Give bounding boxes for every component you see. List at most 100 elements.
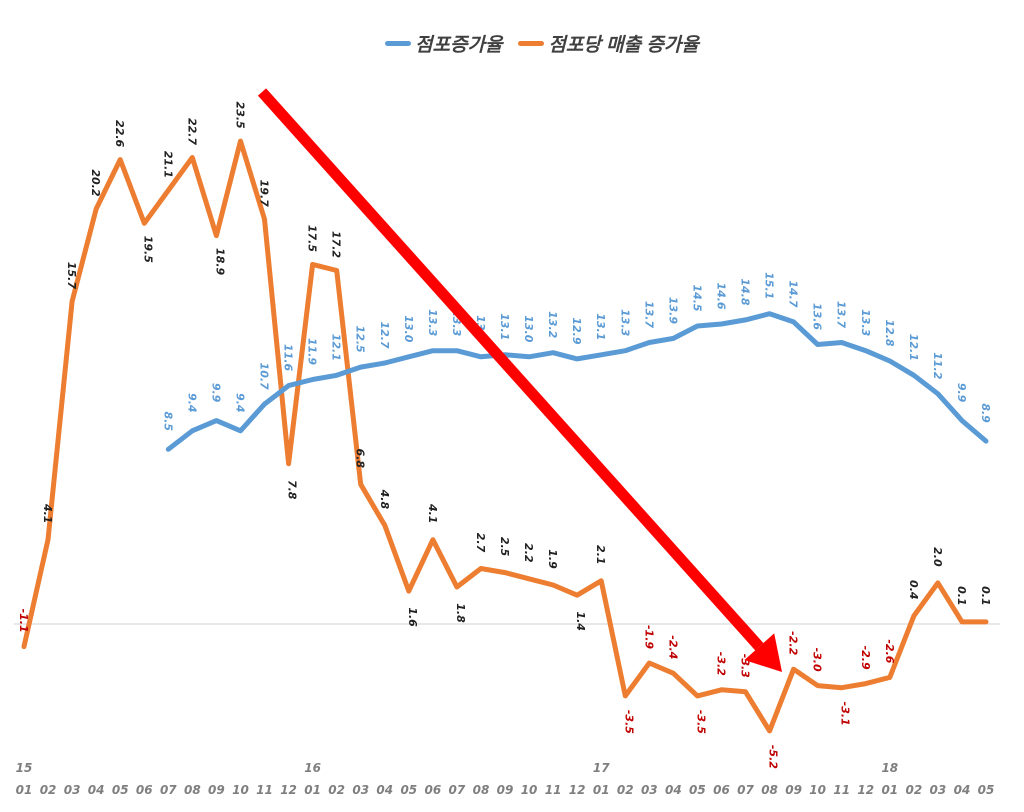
x-axis-month-label: 09 [497, 783, 514, 797]
sales-growth-data-label: 20.2 [89, 169, 102, 196]
x-axis-month-label: 12 [857, 783, 874, 797]
store-growth-data-label: 11.6 [282, 344, 295, 371]
sales-growth-data-label: 19.7 [258, 180, 271, 207]
chart-legend: 점포증가율 점포당 매출 증가율 [385, 30, 699, 57]
store-growth-data-label: 8.9 [979, 403, 992, 423]
store-growth-data-label: 9.9 [955, 383, 968, 403]
store-growth-data-label: 8.5 [161, 412, 174, 432]
sales-growth-data-label: 2.0 [931, 547, 944, 567]
x-axis-month-label: 02 [905, 783, 922, 797]
sales-growth-data-label: 23.5 [234, 102, 247, 129]
x-axis-month-label: 01 [881, 783, 898, 797]
sales-growth-data-label: 18.9 [213, 248, 226, 275]
x-axis-month-label: 09 [785, 783, 802, 797]
trend-arrow-shaft [257, 88, 764, 651]
legend-item-sales-growth: 점포당 매출 증가율 [518, 30, 699, 57]
sales-growth-data-label: 2.2 [522, 543, 535, 563]
x-axis-year-label: 16 [304, 761, 321, 775]
x-axis-month-label: 07 [737, 783, 754, 797]
x-axis-year-label: 17 [593, 761, 610, 775]
store-growth-data-label: 13.6 [811, 303, 824, 330]
x-axis-month-label: 04 [954, 783, 971, 797]
x-axis-month-label: 07 [449, 783, 466, 797]
sales-growth-data-label: -2.6 [883, 639, 896, 663]
sales-growth-data-label: 2.7 [474, 533, 487, 553]
sales-growth-data-label: -5.2 [767, 745, 780, 769]
sales-growth-data-label: 2.1 [594, 545, 607, 565]
sales-growth-line [21, 138, 989, 734]
x-axis-year-label: 18 [881, 761, 898, 775]
sales-growth-data-label: 2.5 [498, 537, 511, 557]
store-growth-data-label: 12.9 [570, 317, 583, 344]
store-growth-data-label: 14.8 [739, 278, 752, 305]
x-axis-month-label: 06 [136, 783, 153, 797]
sales-growth-data-label: 4.1 [41, 503, 54, 524]
x-axis-month-label: 04 [665, 783, 682, 797]
store-growth-data-label: 11.9 [306, 338, 319, 365]
sales-growth-data-label: -3.5 [694, 710, 707, 734]
x-axis-month-label: 08 [473, 783, 490, 797]
store-growth-data-label: 12.5 [354, 326, 367, 353]
store-growth-data-label: 13.3 [618, 309, 631, 336]
x-axis-month-label: 08 [761, 783, 778, 797]
x-axis-month-label: 03 [64, 783, 81, 797]
sales-growth-data-label: -1.9 [642, 625, 655, 649]
sales-growth-data-label: 0.1 [979, 586, 992, 606]
sales-growth-data-label: 21.1 [161, 151, 174, 178]
x-axis-month-label: 05 [689, 783, 706, 797]
sales-growth-data-label: 22.6 [113, 120, 126, 147]
store-growth-data-label: 12.8 [883, 319, 896, 346]
x-axis-month-label: 02 [328, 783, 345, 797]
store-growth-data-label: 10.7 [258, 363, 271, 390]
sales-growth-data-label: 1.4 [574, 611, 587, 631]
sales-growth-data-label: 15.7 [65, 262, 78, 289]
store-growth-data-label: 15.1 [763, 272, 776, 299]
store-growth-data-label: 12.1 [907, 334, 920, 361]
x-axis-month-label: 11 [256, 783, 273, 797]
store-growth-data-label: 14.6 [715, 282, 728, 309]
x-axis-month-label: 03 [352, 783, 369, 797]
legend-swatch-orange-icon [518, 41, 545, 46]
sales-growth-data-label: 7.8 [286, 480, 299, 500]
store-growth-data-label: 9.9 [209, 383, 222, 403]
store-growth-data-label: 13.7 [642, 301, 655, 328]
x-axis-month-label: 03 [641, 783, 658, 797]
sales-growth-data-label: 1.9 [546, 549, 559, 569]
x-axis-month-label: 05 [112, 783, 129, 797]
x-axis-month-label: 05 [978, 783, 995, 797]
x-axis-month-label: 10 [232, 783, 249, 797]
store-growth-data-label: 13.0 [402, 315, 415, 342]
x-axis-month-label: 04 [88, 783, 105, 797]
x-axis-month-label: 04 [376, 783, 393, 797]
x-axis-month-label: 11 [833, 783, 850, 797]
x-axis-month-label: 03 [930, 783, 947, 797]
sales-growth-data-label: 1.6 [406, 607, 419, 627]
sales-growth-data-label: -2.9 [859, 646, 872, 670]
sales-growth-data-label: -2.4 [666, 635, 679, 659]
legend-label: 점포당 매출 증가율 [548, 35, 699, 56]
legend-label: 점포증가율 [415, 35, 503, 56]
sales-growth-data-label: 17.2 [330, 231, 343, 258]
store-growth-data-label: 13.3 [426, 309, 439, 336]
x-axis-month-label: 10 [809, 783, 826, 797]
store-growth-data-label: 14.5 [690, 284, 703, 311]
x-axis-month-label: 09 [208, 783, 225, 797]
legend-swatch-blue-icon [385, 41, 411, 46]
store-growth-data-label: 13.1 [498, 313, 511, 340]
x-axis-month-label: 01 [593, 783, 610, 797]
trend-arrow-head-icon [744, 633, 782, 672]
x-axis-month-label: 02 [617, 783, 634, 797]
x-axis-month-label: 10 [521, 783, 538, 797]
store-growth-data-label: 13.3 [859, 309, 872, 336]
legend-item-store-growth: 점포증가율 [385, 30, 502, 57]
store-growth-line [165, 311, 989, 452]
sales-growth-data-label: 0.4 [907, 580, 920, 600]
store-growth-data-label: 12.7 [378, 321, 391, 348]
sales-growth-data-label: -2.2 [787, 631, 800, 655]
x-axis-month-label: 08 [184, 783, 201, 797]
x-axis-month-label: 01 [16, 783, 33, 797]
x-axis-month-label: 06 [424, 783, 441, 797]
sales-growth-data-label: 4.8 [378, 489, 391, 510]
sales-growth-data-label: 19.5 [141, 236, 154, 263]
